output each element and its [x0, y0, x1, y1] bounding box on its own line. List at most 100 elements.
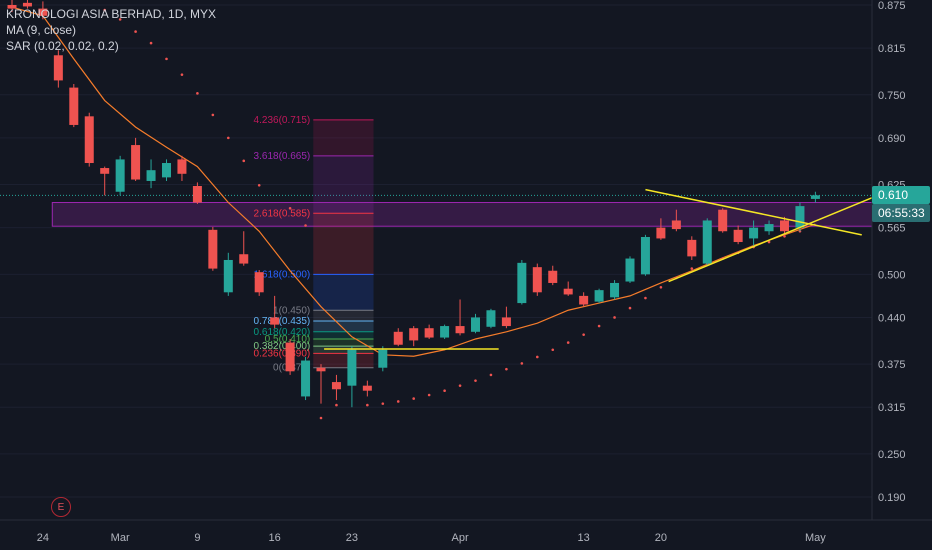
price-tick-label: 0.565	[878, 223, 906, 235]
candle	[362, 380, 372, 397]
earnings-event-icon[interactable]: E	[51, 497, 71, 517]
price-tick-label: 0.375	[878, 359, 906, 371]
sar-dot	[134, 30, 137, 33]
candle-body	[563, 288, 573, 295]
candle-body	[22, 2, 32, 7]
resistance-zone[interactable]	[51, 202, 873, 227]
candle	[38, 1, 48, 20]
candle	[84, 112, 94, 167]
candle	[625, 256, 635, 283]
sar-dot	[165, 57, 168, 61]
candle-body	[38, 8, 48, 16]
sar-dot	[196, 92, 199, 95]
candle	[316, 364, 326, 404]
candle	[517, 259, 527, 305]
candle	[764, 220, 774, 235]
sar-indicator-label[interactable]: SAR (0.02, 0.02, 0.2)	[6, 39, 119, 53]
sar-dot	[582, 333, 585, 336]
price-tick-label: 0.440	[878, 312, 906, 324]
candle-body	[223, 259, 233, 293]
candle-body	[362, 385, 372, 391]
sar-dot	[211, 113, 215, 117]
candle-body	[192, 185, 202, 203]
time-tick-label: Mar	[111, 532, 130, 544]
candle	[548, 265, 558, 286]
sar-dot	[227, 136, 230, 140]
symbol-title[interactable]: KRONOLOGI ASIA BERHAD, 1D, MYX	[6, 7, 217, 21]
candle-body	[501, 317, 511, 327]
fib-band	[313, 155, 374, 214]
sar-dot	[103, 8, 106, 12]
price-grid	[0, 4, 872, 498]
candle	[486, 308, 496, 329]
candle-body	[780, 220, 789, 232]
candle-body	[640, 236, 650, 275]
time-tick-label: 20	[655, 532, 667, 544]
fib-band	[313, 119, 374, 156]
candle-body	[146, 170, 156, 181]
fib-level-label: 0.5(0.410)	[265, 334, 311, 345]
candle	[733, 225, 743, 245]
candle	[162, 159, 171, 181]
candle	[749, 220, 759, 246]
candle	[331, 374, 341, 401]
time-tick-label: May	[805, 532, 826, 544]
sar-dot	[659, 285, 663, 289]
candle	[378, 346, 388, 372]
candles	[7, 0, 820, 408]
candle-body	[764, 224, 774, 232]
sar-dot	[396, 400, 400, 403]
candle	[656, 218, 666, 240]
sar-dot	[304, 224, 307, 227]
candle	[440, 324, 450, 339]
candle-body	[548, 270, 558, 283]
candle-body	[733, 229, 743, 243]
sar-dot	[536, 355, 539, 359]
candle	[208, 226, 218, 271]
candle	[610, 280, 620, 300]
time-tick-label: Apr	[451, 532, 468, 544]
candle	[795, 202, 805, 232]
candle-body	[285, 342, 295, 372]
fib-level-label: 0.382(0.400)	[254, 341, 311, 352]
fib-level-label: 3.618(0.665)	[254, 151, 311, 162]
candle	[563, 281, 573, 296]
candle	[177, 155, 187, 181]
sar-dot	[319, 416, 323, 420]
ma-polyline	[11, 6, 816, 357]
price-axis[interactable]: 0.8750.8150.7500.6900.6250.5650.5000.440…	[878, 0, 906, 504]
price-tick-label: 0.875	[878, 0, 906, 12]
price-tick-label: 0.250	[878, 449, 906, 461]
candle-body	[208, 229, 218, 269]
candle-body	[84, 116, 94, 164]
fib-level-label: 2.618(0.585)	[254, 208, 311, 219]
time-axis[interactable]: 24 Mar 9 16 23 Apr 13 20 May	[37, 532, 827, 544]
drawn-trend-lines[interactable]	[324, 188, 886, 350]
candle-body	[532, 267, 542, 293]
candle	[115, 155, 125, 196]
candle	[532, 263, 542, 296]
sar-dot	[690, 267, 694, 270]
time-tick-label: 9	[194, 532, 200, 544]
candle	[687, 236, 697, 260]
time-tick-label: 16	[269, 532, 281, 544]
fib-level-label: 1(0.450)	[273, 305, 310, 316]
candle	[780, 216, 789, 235]
ma-indicator-label[interactable]: MA (9, close)	[6, 23, 77, 37]
candle	[640, 234, 650, 276]
fib-band	[313, 321, 374, 332]
candle	[393, 328, 403, 347]
candle-body	[115, 159, 125, 192]
candle	[22, 0, 32, 9]
sar-dot	[443, 389, 446, 392]
candle-body	[239, 254, 249, 264]
sar-dot	[366, 403, 369, 407]
candle	[501, 306, 511, 329]
candle-body	[517, 262, 527, 304]
candle-body	[301, 360, 311, 397]
price-tick-label: 0.690	[878, 133, 906, 145]
candle-body	[687, 239, 697, 257]
candle	[455, 299, 465, 336]
fib-extension[interactable]: 4.236(0.715) 3.618(0.665) 2.618(0.585) 1.61…	[254, 115, 374, 374]
